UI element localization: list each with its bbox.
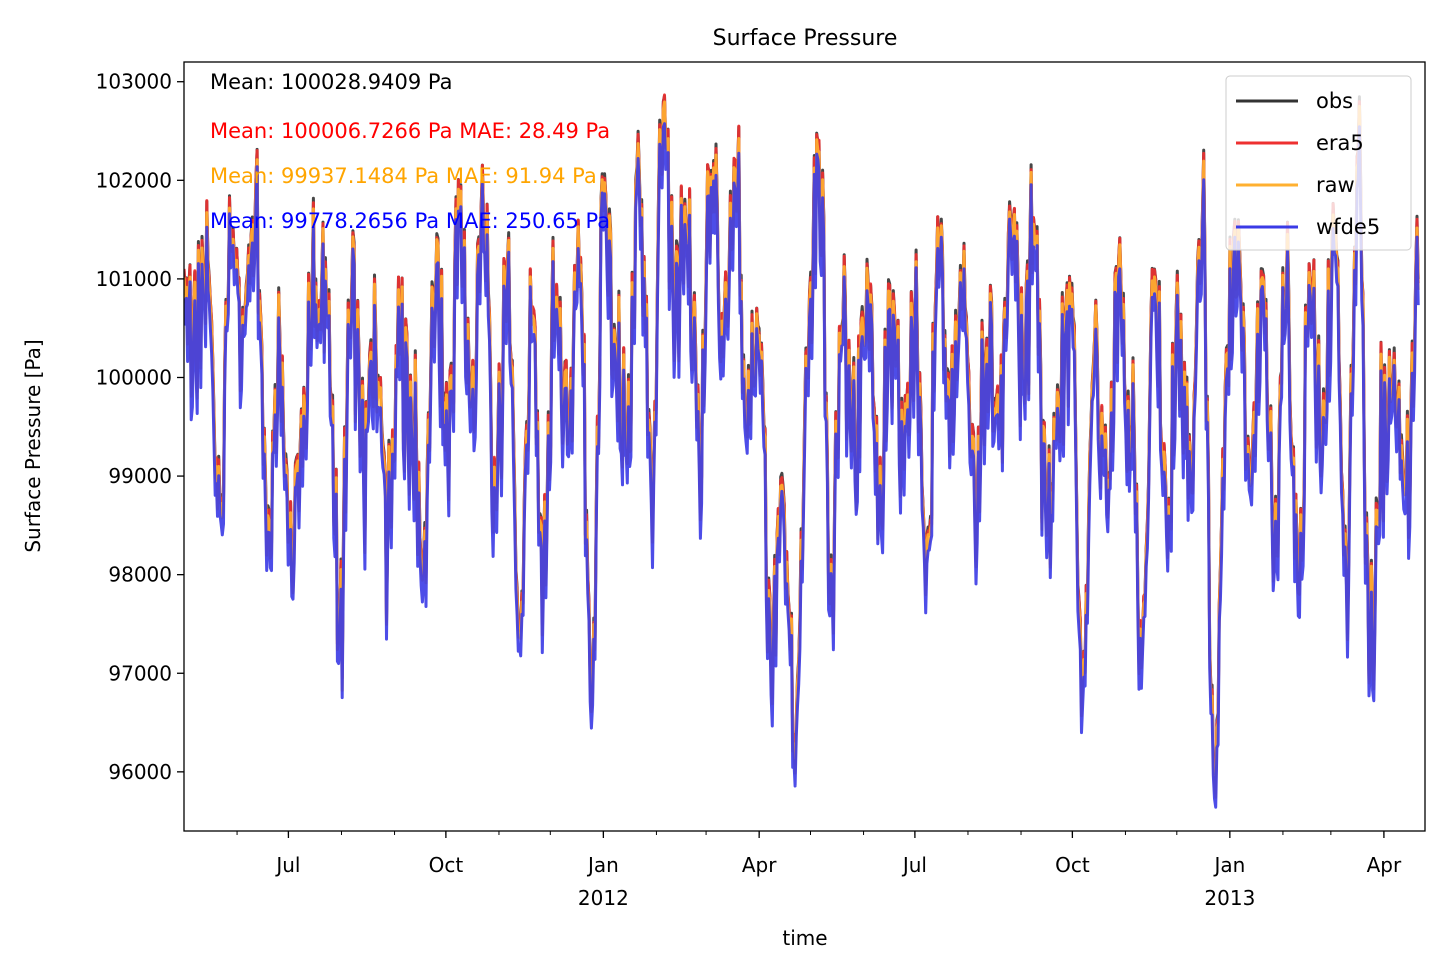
stats-annotation: Mean: 99937.1484 Pa MAE: 91.94 Pa	[210, 164, 597, 188]
x-tick-label: Jan	[586, 853, 619, 877]
x-tick-label: Oct	[429, 853, 464, 877]
x-tick-label: Jul	[274, 853, 300, 877]
legend-label-era5: era5	[1316, 131, 1364, 155]
legend-label-obs: obs	[1316, 89, 1353, 113]
stats-annotation: Mean: 99778.2656 Pa MAE: 250.65 Pa	[210, 209, 610, 233]
y-tick-label: 102000	[96, 168, 172, 192]
x-tick-label: Apr	[742, 853, 777, 877]
legend-label-wfde5: wfde5	[1316, 215, 1380, 239]
x-tick-label: Oct	[1055, 853, 1090, 877]
stats-annotation: Mean: 100006.7266 Pa MAE: 28.49 Pa	[210, 119, 610, 143]
x-axis: Jul Oct Jan 2012 Apr Jul Oct Jan 2013 Apr	[236, 831, 1402, 910]
plot-frame	[183, 61, 1426, 832]
series-line-wfde5	[184, 122, 1420, 809]
x-tick-year-label: 2013	[1204, 886, 1255, 910]
y-tick-label: 100000	[96, 365, 172, 389]
stats-annotation: Mean: 100028.9409 Pa	[210, 70, 453, 94]
y-tick-label: 101000	[96, 267, 172, 291]
y-tick-label: 97000	[108, 661, 172, 685]
x-tick-label: Jan	[1212, 853, 1245, 877]
y-tick-label: 98000	[108, 563, 172, 587]
stats-annotations: Mean: 100028.9409 Pa Mean: 100006.7266 Pa…	[210, 70, 610, 233]
y-tick-label: 99000	[108, 464, 172, 488]
y-axis: 96000 97000 98000 99000 100000 101000 102000 10…	[96, 70, 184, 784]
y-axis-label: Surface Pressure [Pa]	[21, 339, 45, 552]
legend-label-raw: raw	[1316, 173, 1355, 197]
x-tick-label: Jul	[901, 853, 927, 877]
legend-box	[1225, 75, 1412, 251]
x-axis-label: time	[782, 926, 827, 950]
x-tick-year-label: 2012	[578, 886, 629, 910]
x-tick-label: Apr	[1367, 853, 1402, 877]
series-layer	[184, 93, 1420, 809]
y-tick-label: 96000	[108, 760, 172, 784]
y-tick-label: 103000	[96, 70, 172, 94]
legend: obs era5 raw wfde5	[1225, 75, 1412, 251]
chart-title: Surface Pressure	[713, 26, 898, 51]
